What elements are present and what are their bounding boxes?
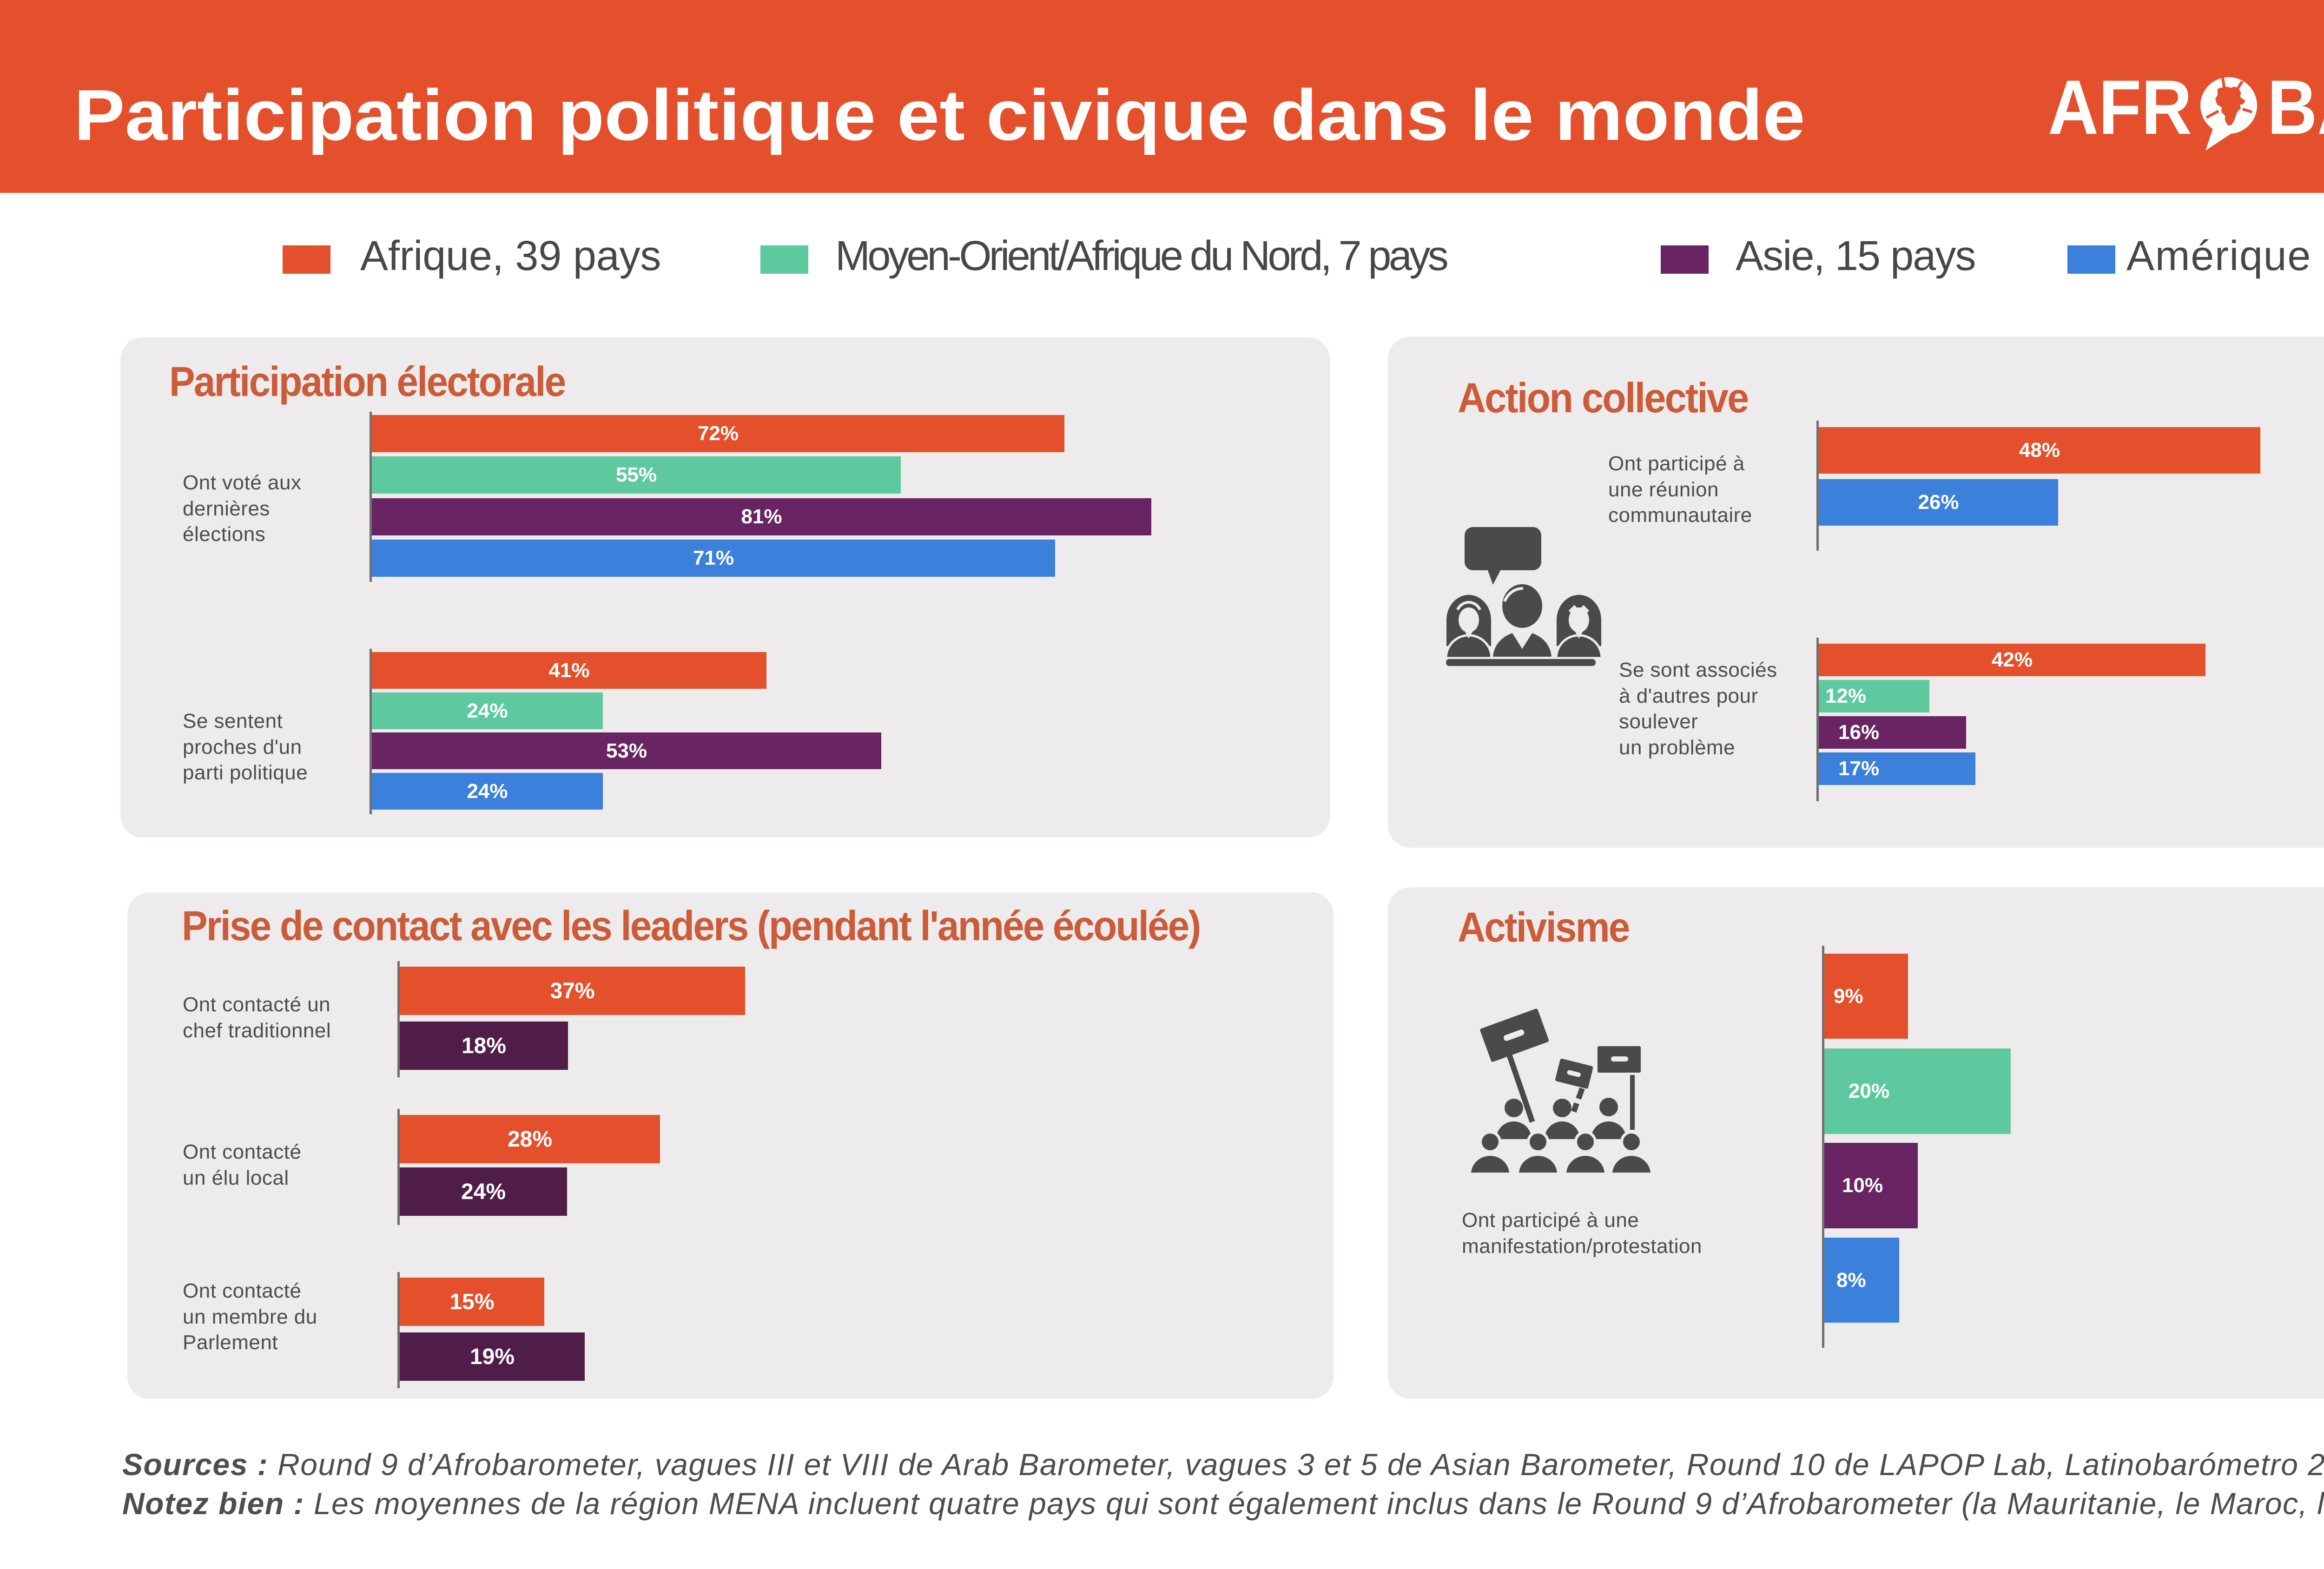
svg-text:BAROMETER: BAROMETER: [2267, 65, 2324, 151]
svg-text:AFR: AFR: [2048, 65, 2192, 151]
